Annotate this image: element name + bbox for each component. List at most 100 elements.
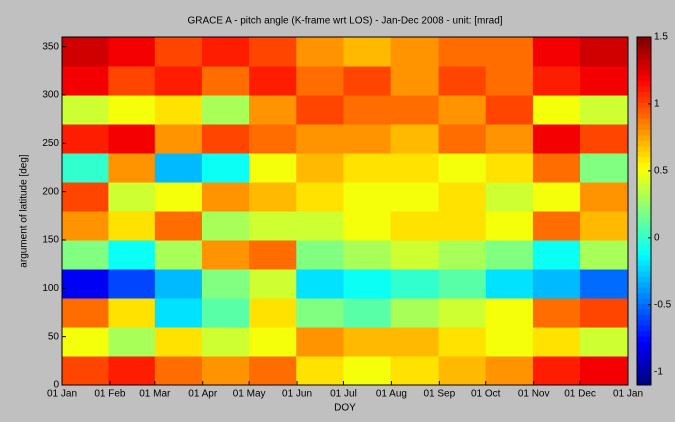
heatmap-cell <box>343 182 392 212</box>
chart-title: GRACE A - pitch angle (K-frame wrt LOS) … <box>187 16 502 27</box>
colorbar-swatch <box>637 53 651 60</box>
heatmap-cell <box>485 182 534 212</box>
colorbar-swatch <box>637 319 651 326</box>
heatmap-cell <box>343 269 392 299</box>
x-axis-label: DOY <box>334 403 356 414</box>
colorbar-swatch <box>637 113 651 120</box>
colorbar-tick-label: -1 <box>654 366 663 377</box>
colorbar-swatch <box>637 259 651 266</box>
colorbar-swatch <box>637 140 651 147</box>
colorbar-swatch <box>637 238 651 245</box>
colorbar-swatch <box>637 134 651 141</box>
colorbar-tick-label: -0.5 <box>654 299 672 310</box>
heatmap-cell <box>62 182 109 212</box>
heatmap-cell <box>62 37 109 67</box>
colorbar-swatch <box>637 47 651 54</box>
colorbar-swatch <box>637 308 651 315</box>
heatmap-cell <box>249 298 297 328</box>
heatmap-cell <box>580 211 629 241</box>
heatmap-cell <box>532 182 581 212</box>
colorbar-swatch <box>637 42 651 49</box>
heatmap-cell <box>438 37 487 67</box>
heatmap-cell <box>485 153 534 183</box>
x-tick-label: 01 Jan <box>613 389 643 400</box>
colorbar-swatch <box>637 69 651 76</box>
heatmap-cell <box>485 211 534 241</box>
colorbar-swatch <box>637 156 651 163</box>
heatmap-cell <box>108 269 156 299</box>
heatmap-cell <box>108 95 156 125</box>
y-tick-label: 0 <box>53 380 59 391</box>
colorbar-tick-label: 1 <box>654 99 660 110</box>
heatmap-cell <box>201 240 250 270</box>
heatmap-cell <box>532 269 581 299</box>
heatmap-cell <box>108 356 156 386</box>
colorbar-swatch <box>637 276 651 283</box>
heatmap-cell <box>485 356 534 386</box>
heatmap-cell <box>390 124 440 154</box>
colorbar-swatch <box>637 64 651 71</box>
heatmap-cell <box>201 153 250 183</box>
heatmap-cell <box>485 124 534 154</box>
heatmap-cell <box>62 269 109 299</box>
heatmap-cell <box>390 211 440 241</box>
heatmap-cell <box>343 327 392 357</box>
colorbar-swatch <box>637 58 651 65</box>
heatmap-cell <box>390 95 440 125</box>
heatmap-cell <box>154 153 203 183</box>
heatmap-cell <box>201 66 250 96</box>
heatmap-cell <box>296 95 344 125</box>
plot-frame <box>61 36 629 386</box>
heatmap-cell <box>343 95 392 125</box>
heatmap-cell <box>390 269 440 299</box>
heatmap-cell <box>532 327 581 357</box>
heatmap-cell <box>62 211 109 241</box>
colorbar-tick-label: 0.5 <box>654 165 668 176</box>
heatmap-cell <box>296 66 344 96</box>
heatmap-cell <box>580 182 629 212</box>
heatmap-cell <box>154 240 203 270</box>
colorbar-swatch <box>637 167 651 174</box>
heatmap-cell <box>296 37 344 67</box>
colorbar-swatch <box>637 85 651 92</box>
heatmap-cell <box>296 124 344 154</box>
x-tick-label: 01 Oct <box>471 389 501 400</box>
colorbar-swatch <box>637 37 651 43</box>
colorbar-swatch <box>637 124 651 130</box>
heatmap-cell <box>201 124 250 154</box>
heatmap-cell <box>201 37 250 67</box>
y-tick-label: 350 <box>42 41 59 52</box>
heatmap-cell <box>201 95 250 125</box>
heatmap-cell <box>532 153 581 183</box>
heatmap-cell <box>390 356 440 386</box>
heatmap-cell <box>62 153 109 183</box>
x-tick-label: 01 Apr <box>188 389 218 400</box>
heatmap-cell <box>485 37 534 67</box>
colorbar-swatch <box>637 254 651 261</box>
x-tick-label: 01 Feb <box>94 389 126 400</box>
colorbar-swatch <box>637 357 651 364</box>
heatmap-cell <box>154 269 203 299</box>
heatmap-cell <box>485 327 534 357</box>
heatmap-cell <box>154 95 203 125</box>
heatmap-cell <box>390 153 440 183</box>
heatmap-cell <box>580 153 629 183</box>
colorbar-swatch <box>637 303 651 310</box>
colorbar-swatch <box>637 129 651 136</box>
y-axis-label: argument of latitude [deg] <box>19 154 30 268</box>
heatmap-cell <box>532 356 581 386</box>
colorbar-swatch <box>637 346 651 353</box>
colorbar-swatch <box>637 145 651 152</box>
heatmap-cell <box>296 298 344 328</box>
heatmap-cell <box>343 153 392 183</box>
colorbar-swatch <box>637 151 651 158</box>
x-tick-label: 01 Jun <box>282 389 312 400</box>
heatmap-cell <box>343 298 392 328</box>
colorbar-swatch <box>637 325 651 332</box>
heatmap-cell <box>438 269 487 299</box>
colorbar-swatch <box>637 75 651 81</box>
heatmap-cell <box>343 240 392 270</box>
heatmap-cell <box>580 298 629 328</box>
heatmap-cell <box>532 95 581 125</box>
colorbar-swatch <box>637 292 651 299</box>
